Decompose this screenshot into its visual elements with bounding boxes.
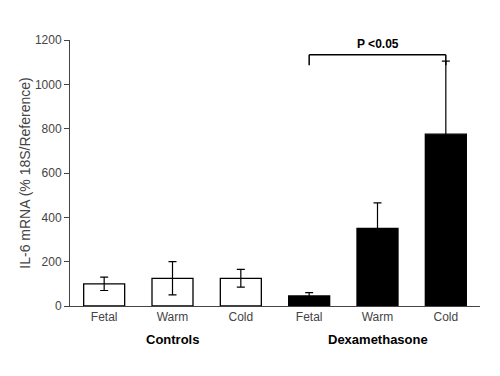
svg-text:400: 400	[42, 211, 62, 225]
svg-text:800: 800	[42, 122, 62, 136]
svg-text:Cold: Cold	[228, 310, 253, 324]
svg-text:0: 0	[55, 299, 62, 313]
svg-text:Fetal: Fetal	[91, 310, 118, 324]
svg-text:1000: 1000	[35, 78, 62, 92]
svg-text:200: 200	[42, 255, 62, 269]
svg-text:600: 600	[42, 166, 62, 180]
svg-text:1200: 1200	[35, 33, 62, 47]
svg-text:Dexamethasone: Dexamethasone	[328, 332, 428, 347]
svg-text:Warm: Warm	[362, 310, 394, 324]
svg-text:Fetal: Fetal	[296, 310, 323, 324]
svg-text:Controls: Controls	[146, 332, 199, 347]
svg-text:IL-6 mRNA (% 18S/Reference): IL-6 mRNA (% 18S/Reference)	[17, 77, 33, 268]
svg-text:Cold: Cold	[433, 310, 458, 324]
svg-text:P <0.05: P <0.05	[357, 37, 399, 51]
svg-text:Warm: Warm	[157, 310, 189, 324]
